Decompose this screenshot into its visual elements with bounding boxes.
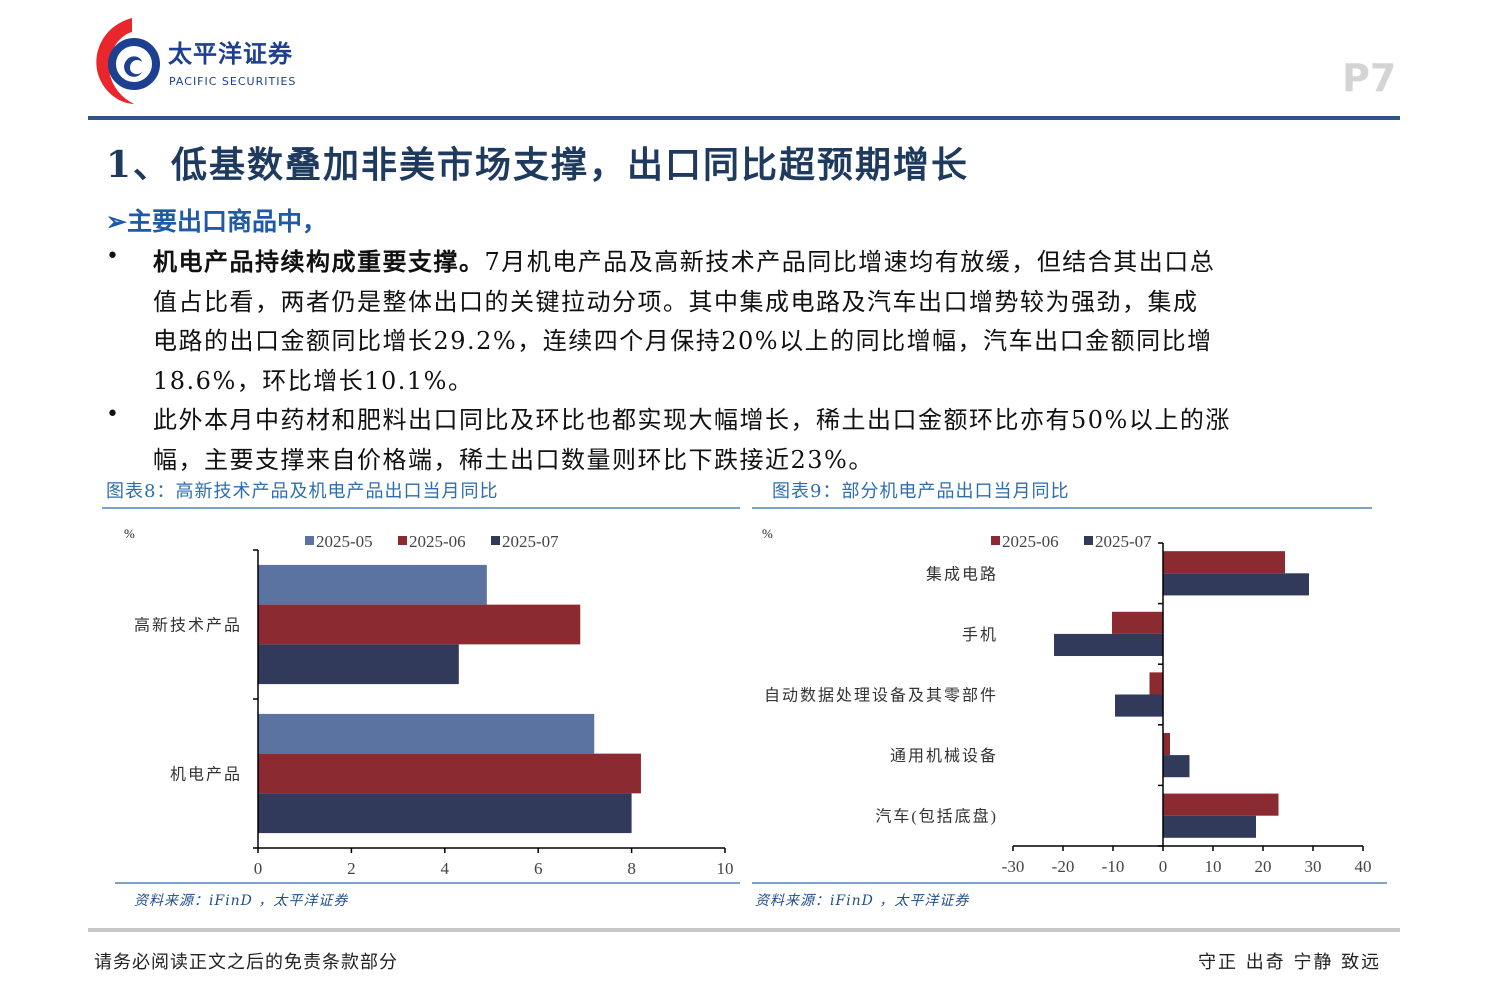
legend-label: 2025-06 [1002, 532, 1059, 551]
bullet-icon: • [106, 402, 119, 427]
footer-motto: 守正 出奇 宁静 致远 [1198, 952, 1382, 973]
x-tick-label: -10 [1102, 857, 1125, 876]
category-label: 机电产品 [170, 766, 242, 784]
figure-8-caption: 图表8：高新技术产品及机电产品出口当月同比 [106, 481, 499, 502]
category-label: 手机 [962, 626, 998, 644]
logo-mark-icon [96, 18, 160, 104]
paragraph-line: 18.6%，环比增长10.1%。 [153, 367, 474, 395]
legend-label: 2025-05 [316, 532, 373, 551]
page-title: 1、低基数叠加非美市场支撑，出口同比超预期增长 [106, 144, 970, 186]
x-tick-label: 4 [441, 859, 450, 878]
x-tick-label: -20 [1052, 857, 1075, 876]
x-tick-label: 10 [717, 859, 734, 878]
bar-2025-06 [1112, 611, 1163, 634]
x-tick-label: 20 [1255, 857, 1272, 876]
bar-2025-07 [1163, 815, 1256, 838]
category-label: 自动数据处理设备及其零部件 [764, 687, 998, 705]
legend-label: 2025-06 [409, 532, 466, 551]
x-tick-label: 10 [1205, 857, 1222, 876]
x-tick-label: -30 [1002, 857, 1025, 876]
legend: 2025-06 2025-07 [991, 532, 1152, 551]
legend-label: 2025-07 [1095, 532, 1152, 551]
page-number: P7 [1342, 56, 1397, 100]
bar-2025-06 [1163, 793, 1279, 816]
figure-9-caption: 图表9：部分机电产品出口当月同比 [772, 481, 1070, 502]
footer-disclaimer: 请务必阅读正文之后的免责条款部分 [94, 952, 398, 973]
legend: 2025-05 2025-06 2025-07 [305, 532, 559, 551]
paragraph-line: 此外本月中药材和肥料出口同比及环比也都实现大幅增长，稀土出口金额环比亦有50%以… [153, 406, 1231, 434]
bars [1054, 551, 1309, 838]
bar-2025-07 [258, 644, 459, 685]
bar-2025-07 [1054, 633, 1163, 657]
figure-9-source: 资料来源：iFinD ，太平洋证券 [755, 893, 970, 909]
bar-2025-06 [258, 753, 641, 794]
bar-2025-06 [1163, 551, 1285, 574]
legend-label: 2025-07 [502, 532, 559, 551]
unit-label: % [762, 526, 773, 541]
x-tick-label: 0 [1159, 857, 1168, 876]
paragraph-line: 幅，主要支撑来自价格端，稀土出口数量则环比下跌接近23%。 [153, 446, 874, 474]
legend-swatch [491, 536, 500, 545]
legend-swatch [1084, 536, 1093, 545]
x-tick-label: 8 [627, 859, 636, 878]
bullet-icon: • [106, 244, 119, 269]
bar-2025-05 [258, 713, 595, 754]
figure-8-source: 资料来源：iFinD ，太平洋证券 [134, 893, 349, 909]
legend-swatch [305, 536, 314, 545]
section-subhead: ➢主要出口商品中， [106, 207, 327, 236]
x-tick-label: 40 [1355, 857, 1372, 876]
bar-2025-06 [1149, 672, 1163, 695]
bar-2025-07 [1163, 755, 1190, 778]
logo-text: 太平洋证券 [168, 40, 293, 68]
chart-figure-9: % 2025-06 2025-07 集成电路手机自动数据处理设备及其零部件通用机械… [762, 526, 1372, 876]
x-tick-label: 6 [534, 859, 543, 878]
bars [258, 564, 641, 834]
category-label: 汽车(包括底盘) [875, 807, 998, 826]
legend-swatch [398, 536, 407, 545]
x-tick-label: 30 [1305, 857, 1322, 876]
category-label: 通用机械设备 [890, 747, 998, 765]
bar-2025-07 [258, 793, 632, 834]
footer-divider [88, 928, 1400, 932]
source-divider [115, 882, 740, 884]
paragraph-line: 机电产品持续构成重要支撑。7月机电产品及高新技术产品同比增速均有放缓，但结合其出… [153, 242, 1215, 277]
x-tick-label: 2 [347, 859, 356, 878]
unit-label: % [124, 526, 135, 541]
text: 7月机电产品及高新技术产品同比增速均有放缓，但结合其出口总 [484, 248, 1216, 276]
logo-subtext: PACIFIC SECURITIES [169, 75, 297, 88]
x-tick-label: 0 [254, 859, 263, 878]
header-divider [88, 116, 1400, 120]
source-divider [752, 882, 1387, 884]
paragraph-line: 电路的出口金额同比增长29.2%，连续四个月保持20%以上的同比增幅，汽车出口金… [153, 327, 1213, 355]
caption-divider [752, 507, 1372, 509]
category-label: 集成电路 [926, 565, 998, 583]
bold-lead: 机电产品持续构成重要支撑。 [153, 247, 485, 276]
bar-2025-05 [258, 564, 487, 605]
bar-2025-06 [1163, 732, 1170, 756]
bar-2025-07 [1163, 573, 1309, 596]
paragraph-line: 值占比看，两者仍是整体出口的关键拉动分项。其中集成电路及汽车出口增势较为强劲，集… [153, 288, 1199, 316]
bar-2025-07 [1115, 694, 1163, 717]
category-label: 高新技术产品 [134, 617, 242, 635]
caption-divider [102, 507, 740, 509]
legend-swatch [991, 536, 1000, 545]
bar-2025-06 [258, 604, 581, 645]
